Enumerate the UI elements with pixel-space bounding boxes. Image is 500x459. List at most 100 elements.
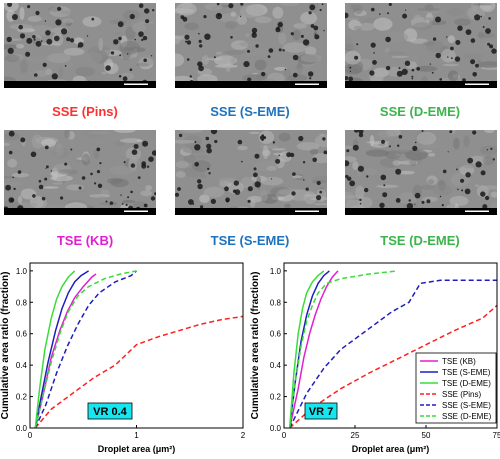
sem-pore <box>313 25 319 31</box>
sem-pore <box>138 3 144 8</box>
sem-pore <box>491 48 497 54</box>
sem-pore <box>44 145 49 150</box>
sem-grain <box>480 145 497 156</box>
sem-pore <box>254 181 261 188</box>
sem-grain <box>94 196 111 208</box>
sem-grain <box>260 189 268 202</box>
legend-label: SSE (D-EME) <box>442 412 492 421</box>
sem-pore <box>480 15 483 18</box>
sem-grain <box>273 152 284 156</box>
sem-grain <box>98 37 104 52</box>
sem-pore <box>206 148 212 154</box>
sem-grain <box>133 201 146 209</box>
sem-grain <box>33 70 50 77</box>
sem-grain <box>19 7 25 20</box>
sem-pore <box>90 172 93 176</box>
sem-grain <box>196 155 208 159</box>
sem-pore <box>308 71 314 77</box>
sem-pore <box>314 33 317 35</box>
sem-pore <box>349 70 351 72</box>
sem-pore <box>254 153 260 159</box>
sem-grain <box>490 191 497 198</box>
sem-grain <box>377 130 398 138</box>
sem-pore <box>35 40 42 47</box>
sem-pore <box>8 150 13 155</box>
series-line <box>34 270 76 429</box>
sem-grain <box>314 203 327 206</box>
sem-pore <box>151 150 156 156</box>
sem-pore <box>302 39 310 46</box>
sem-pore <box>44 20 47 22</box>
sem-pore <box>130 163 136 168</box>
y-tick-label: 0.6 <box>270 330 282 339</box>
sem-grain <box>224 50 246 55</box>
sem-grain <box>238 41 263 47</box>
sem-pore <box>482 204 488 210</box>
sem-grain <box>52 182 63 185</box>
sem-grain <box>41 186 59 189</box>
sem-grain <box>260 176 284 186</box>
series-line <box>34 270 137 429</box>
sem-pore <box>300 34 304 38</box>
sem-pore <box>470 38 476 43</box>
sem-grain <box>365 149 389 157</box>
x-tick-label: 75 <box>493 431 500 440</box>
sem-pore <box>312 157 317 163</box>
sem-pore <box>435 52 441 59</box>
sem-pore <box>397 144 400 147</box>
sem-pore <box>105 200 108 203</box>
sem-grain <box>365 167 378 176</box>
chart-vr-0-4: Cumulative area ratio (fraction) 0.0 0.2 0.… <box>0 253 250 459</box>
sem-pore <box>454 56 461 62</box>
series-line <box>34 273 97 429</box>
sem-grain <box>204 3 223 11</box>
sem-pore <box>247 186 253 192</box>
sem-pore <box>364 187 369 193</box>
sem-pore <box>465 172 471 178</box>
sem-grain <box>469 136 477 140</box>
sem-grain <box>58 66 63 79</box>
sem-grain <box>114 32 121 35</box>
sem-grain <box>477 61 497 68</box>
sem-grain <box>282 42 307 53</box>
sem-pore <box>442 169 447 174</box>
sem-pore <box>275 27 281 33</box>
sem-pore <box>152 9 155 12</box>
sem-grain <box>358 22 375 31</box>
sem-pore <box>298 135 304 142</box>
sem-pore <box>81 176 86 180</box>
sem-pore <box>225 199 229 203</box>
sem-pore <box>6 36 12 43</box>
sem-pore <box>323 29 325 32</box>
sem-pore <box>370 42 376 48</box>
sem-grain <box>428 19 447 26</box>
sem-info-bar <box>4 81 156 88</box>
sem-pore <box>480 191 486 197</box>
sem-grain <box>180 3 193 9</box>
sem-grain <box>413 22 433 31</box>
y-tick-label: 0.2 <box>270 393 282 402</box>
sem-grain <box>93 149 99 159</box>
sem-texture <box>4 130 156 215</box>
sem-pore <box>382 192 388 198</box>
series-line <box>289 304 498 429</box>
sem-pore <box>141 161 146 166</box>
sem-pore <box>69 38 75 43</box>
sem-pore <box>349 180 356 187</box>
sem-grain <box>7 158 18 168</box>
sem-grain <box>386 32 408 43</box>
sem-pore <box>142 35 148 41</box>
sem-grain <box>469 155 487 165</box>
sem-grain <box>453 137 460 150</box>
sem-pore <box>385 65 391 71</box>
sem-pore <box>205 136 210 141</box>
sem-pore <box>292 54 299 61</box>
sem-grain <box>427 179 435 185</box>
sem-info-bar <box>345 208 497 215</box>
sem-grain <box>131 23 146 33</box>
sem-grain <box>449 195 469 207</box>
y-tick-label: 0.8 <box>16 298 28 307</box>
y-tick-label: 0.0 <box>16 424 28 433</box>
sem-grain <box>4 44 19 50</box>
sem-pore <box>255 44 259 48</box>
